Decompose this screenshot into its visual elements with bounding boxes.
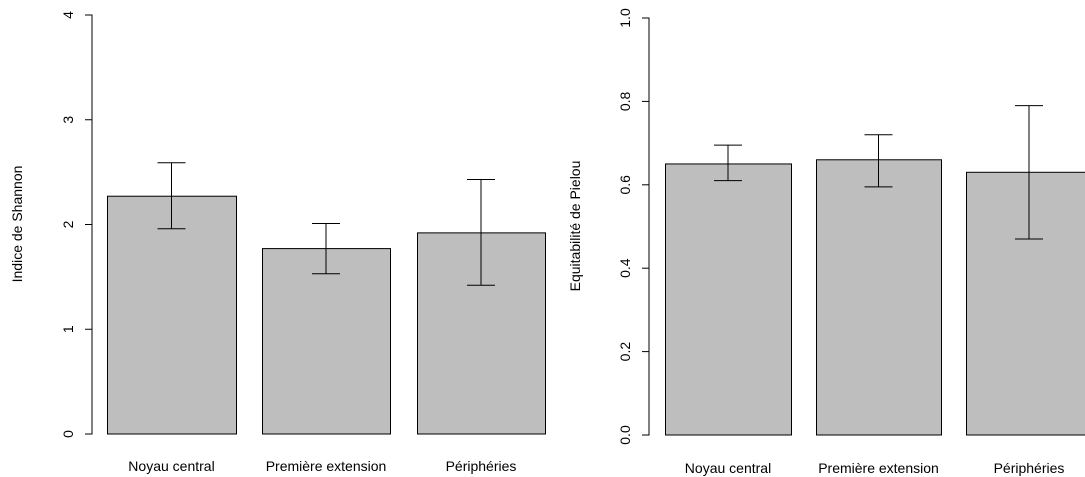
pielou-bar	[816, 159, 942, 436]
pielou-y-tick-label: 0.4	[617, 258, 633, 278]
shannon-y-tick-label: 2	[60, 220, 76, 228]
pielou-category-label: Périphéries	[994, 460, 1065, 476]
shannon-y-tick-label: 0	[60, 430, 76, 438]
pielou-y-tick-label: 1.0	[617, 8, 633, 28]
shannon-y-tick-label: 3	[60, 116, 76, 124]
shannon-bar	[107, 195, 237, 435]
pielou-category-label: Noyau central	[685, 460, 771, 476]
pielou-bar	[966, 171, 1085, 436]
pielou-chart: 0.0 0.2 0.4 0.6 0.8 1.0 Noyau central Première…	[567, 8, 1085, 476]
pielou-category-label: Première extension	[818, 460, 939, 476]
y-axis-label-pielou: Equitabilité de Pielou	[567, 161, 583, 292]
pielou-y-tick-label: 0.6	[617, 175, 633, 195]
shannon-bar	[262, 248, 391, 435]
shannon-category-label: Première extension	[266, 458, 387, 474]
shannon-y-tick-label: 4	[60, 11, 76, 19]
pielou-y-tick-label: 0.8	[617, 91, 633, 111]
pielou-y-tick-label: 0.0	[617, 425, 633, 445]
shannon-category-label: Noyau central	[128, 458, 214, 474]
pielou-bar	[665, 163, 792, 436]
pielou-y-tick-label: 0.2	[617, 342, 633, 362]
y-axis-label-shannon: Indice de Shannon	[9, 166, 25, 283]
shannon-y-tick-label: 1	[60, 325, 76, 333]
shannon-category-label: Périphéries	[446, 458, 517, 474]
shannon-chart: 0 1 2 3 4 Noyau central Première extension Pér…	[9, 11, 546, 474]
